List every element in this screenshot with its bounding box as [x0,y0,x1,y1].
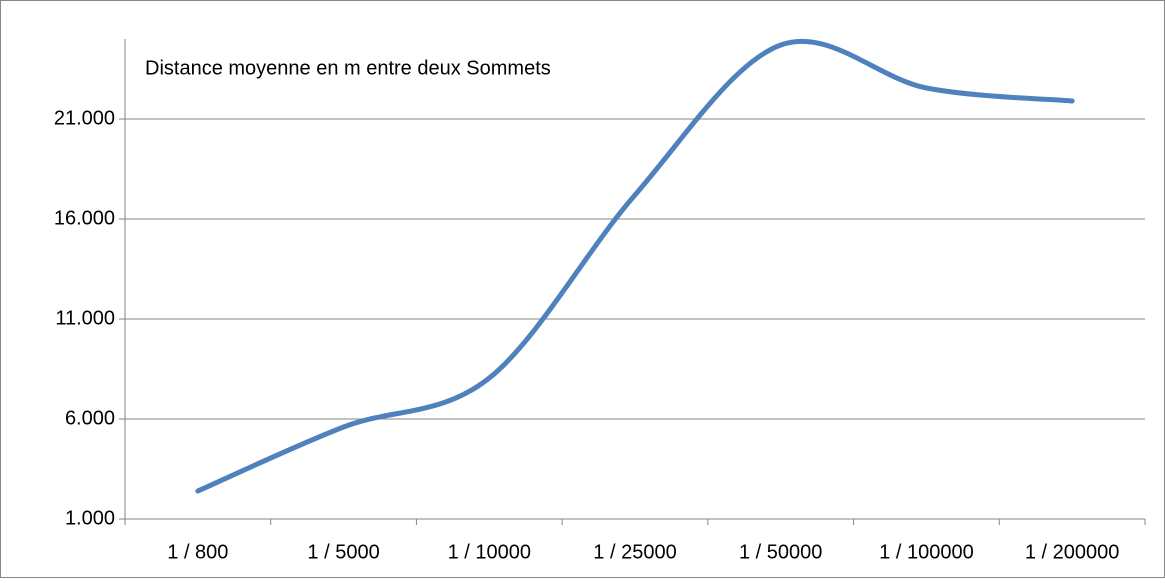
x-tick-label: 1 / 10000 [448,541,531,563]
x-tick-label: 1 / 800 [167,541,228,563]
y-tick-label: 6.000 [65,407,115,429]
x-tick-label: 1 / 50000 [739,541,822,563]
chart-title: Distance moyenne en m entre deux Sommets [145,57,551,79]
y-tick-label: 1.000 [65,507,115,529]
y-tick-label: 11.000 [55,307,115,329]
x-tick-label: 1 / 25000 [593,541,676,563]
y-tick-label: 16.000 [54,207,115,229]
x-tick-label: 1 / 100000 [879,541,974,563]
x-tick-label: 1 / 200000 [1025,541,1120,563]
y-tick-label: 21.000 [54,107,115,129]
x-tick-label: 1 / 5000 [307,541,379,563]
line-series [195,38,1075,494]
